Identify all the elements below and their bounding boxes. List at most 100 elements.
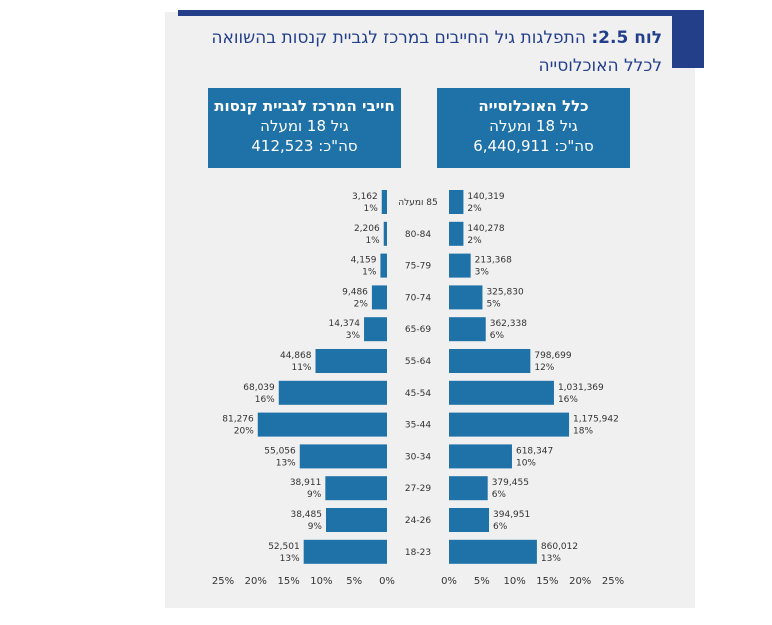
debtors-bar	[325, 508, 387, 532]
population-percent-label: 13%	[541, 554, 561, 564]
population-count-label: 1,175,942	[573, 415, 619, 425]
population-bar	[449, 285, 483, 310]
age-label: 45-54	[405, 389, 431, 399]
population-percent-label: 18%	[573, 427, 593, 437]
population-percent-label: 10%	[516, 458, 536, 468]
age-label: 55-64	[405, 357, 431, 367]
population-bar	[449, 253, 471, 278]
debtors-count-label: 3,162	[352, 192, 378, 202]
population-count-label: 860,012	[541, 542, 578, 552]
debtors-bar	[371, 285, 387, 310]
right-axis-tick: 20%	[569, 576, 591, 587]
age-label: 35-44	[405, 421, 431, 431]
debtors-count-label: 14,374	[329, 319, 361, 329]
population-percent-label: 2%	[467, 236, 482, 246]
population-bar	[449, 412, 570, 437]
debtors-percent-label: 1%	[362, 268, 377, 278]
population-percent-label: 5%	[486, 299, 501, 309]
age-label: 18-23	[405, 548, 431, 558]
age-label: 27-29	[405, 484, 431, 494]
debtors-header-title: חייבי המרכז לגביית קנסות	[214, 97, 395, 115]
population-percent-label: 12%	[534, 363, 554, 373]
population-count-label: 798,699	[534, 351, 571, 361]
debtors-bar	[278, 380, 387, 405]
population-bar	[449, 476, 488, 501]
debtors-percent-label: 3%	[346, 331, 361, 341]
debtors-count-label: 55,056	[264, 446, 296, 456]
age-label: 30-34	[405, 452, 431, 462]
debtors-count-label: 9,486	[342, 287, 368, 297]
debtors-percent-label: 1%	[363, 204, 378, 214]
debtors-bar	[325, 476, 387, 501]
left-axis-tick: 10%	[310, 576, 332, 587]
debtors-bar	[364, 317, 387, 342]
right-axis-tick: 10%	[503, 576, 525, 587]
population-bar	[449, 221, 464, 246]
population-count-label: 140,319	[467, 192, 504, 202]
debtors-count-label: 38,485	[290, 510, 322, 520]
debtors-bar	[383, 221, 387, 246]
debtors-header-total: סה"כ: 412,523	[251, 137, 358, 155]
debtors-percent-label: 20%	[234, 427, 254, 437]
debtors-count-label: 44,868	[280, 351, 312, 361]
population-count-label: 362,338	[490, 319, 527, 329]
debtors-percent-label: 13%	[280, 554, 300, 564]
debtors-percent-label: 16%	[255, 395, 275, 405]
debtors-percent-label: 9%	[307, 490, 322, 500]
top-rule	[178, 10, 704, 16]
chart-title: לוח 2.5: התפלגות גיל החייבים במרכז לגביי…	[192, 24, 662, 80]
age-label: 65-69	[405, 325, 431, 335]
population-header-total: סה"כ: 6,440,911	[473, 137, 594, 155]
population-count-label: 325,830	[486, 287, 523, 297]
population-percent-label: 2%	[467, 204, 482, 214]
corner-block	[672, 10, 704, 68]
age-label: 70-74	[405, 293, 431, 303]
population-count-label: 618,347	[516, 446, 553, 456]
debtors-bar	[380, 253, 387, 278]
left-axis-tick: 0%	[379, 576, 395, 587]
population-bar	[449, 317, 486, 342]
right-axis-tick: 25%	[602, 576, 624, 587]
population-count-label: 140,278	[467, 224, 504, 234]
title-text: התפלגות גיל החייבים במרכז לגביית קנסות ב…	[211, 28, 662, 76]
debtors-count-label: 2,206	[354, 224, 380, 234]
population-count-label: 1,031,369	[558, 383, 604, 393]
population-percent-label: 6%	[492, 490, 507, 500]
debtors-count-label: 38,911	[290, 478, 322, 488]
left-axis-tick: 25%	[212, 576, 234, 587]
population-bar	[449, 444, 512, 469]
population-percent-label: 6%	[490, 331, 505, 341]
population-bar	[449, 508, 490, 532]
population-percent-label: 6%	[493, 522, 508, 532]
debtors-count-label: 81,276	[222, 415, 254, 425]
population-count-label: 213,368	[475, 256, 512, 266]
age-label: 80-84	[405, 230, 431, 240]
title-prefix: לוח 2.5:	[591, 28, 662, 48]
right-axis-tick: 15%	[536, 576, 558, 587]
debtors-percent-label: 9%	[308, 522, 323, 532]
debtors-bar	[299, 444, 387, 469]
debtors-count-label: 4,159	[351, 256, 377, 266]
debtors-count-label: 52,501	[268, 542, 300, 552]
left-axis-tick: 20%	[245, 576, 267, 587]
population-header-title: כלל האוכלוסייה	[478, 97, 589, 115]
population-header-box: כלל האוכלוסייה גיל 18 ומעלה סה"כ: 6,440,…	[437, 88, 630, 168]
population-bar	[449, 539, 537, 564]
left-axis-tick: 15%	[277, 576, 299, 587]
debtors-header-box: חייבי המרכז לגביית קנסות גיל 18 ומעלה סה…	[208, 88, 401, 168]
right-axis-tick: 0%	[441, 576, 457, 587]
debtors-count-label: 68,039	[243, 383, 275, 393]
population-bar	[449, 380, 554, 405]
population-header-age: גיל 18 ומעלה	[489, 117, 578, 135]
population-count-label: 379,455	[492, 478, 529, 488]
debtors-percent-label: 11%	[291, 363, 311, 373]
debtors-percent-label: 1%	[365, 236, 380, 246]
right-axis-tick: 5%	[474, 576, 490, 587]
debtors-header-age: גיל 18 ומעלה	[260, 117, 349, 135]
age-label: 85 ומעלה	[398, 198, 438, 208]
debtors-percent-label: 2%	[354, 299, 369, 309]
debtors-bar	[381, 190, 387, 214]
population-bar	[449, 190, 464, 214]
debtors-bar	[257, 412, 387, 437]
